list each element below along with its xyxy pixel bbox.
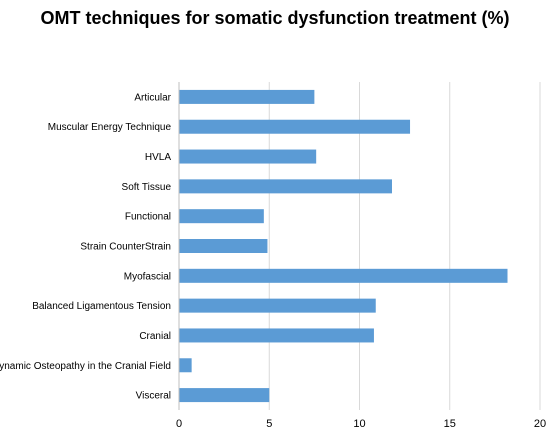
bar bbox=[179, 268, 508, 283]
x-tick-label: 15 bbox=[444, 418, 456, 430]
category-label: Biodynamic Osteopathy in the Cranial Fie… bbox=[0, 361, 171, 372]
chart-title: OMT techniques for somatic dysfunction t… bbox=[40, 8, 510, 28]
category-label: Strain CounterStrain bbox=[80, 242, 171, 253]
category-label: HVLA bbox=[145, 152, 171, 163]
bar bbox=[179, 179, 392, 194]
category-label: Soft Tissue bbox=[122, 182, 172, 193]
category-labels: Articular Muscular Energy Technique HVLA So… bbox=[0, 92, 172, 401]
category-label: Articular bbox=[134, 92, 171, 103]
x-tick-label: 10 bbox=[353, 418, 365, 430]
gridlines bbox=[268, 82, 541, 410]
category-label: Cranial bbox=[139, 331, 171, 342]
x-tick-label: 5 bbox=[266, 418, 272, 430]
bar bbox=[179, 89, 315, 104]
x-tick-labels: 0 5 10 15 20 bbox=[176, 418, 546, 430]
x-tick-label: 0 bbox=[176, 418, 182, 430]
category-label: Balanced Ligamentous Tension bbox=[32, 301, 171, 312]
bar bbox=[179, 239, 268, 253]
bar bbox=[179, 388, 270, 403]
bar bbox=[179, 209, 264, 224]
x-tick-label: 20 bbox=[534, 418, 546, 430]
bars bbox=[179, 89, 508, 403]
bar bbox=[179, 119, 411, 134]
category-label: Visceral bbox=[136, 391, 171, 402]
bar bbox=[179, 298, 376, 313]
bar bbox=[179, 149, 317, 164]
bar bbox=[179, 358, 192, 373]
bar bbox=[179, 328, 374, 343]
category-label: Myofascial bbox=[124, 271, 171, 282]
category-label: Functional bbox=[125, 212, 171, 223]
category-label: Muscular Energy Technique bbox=[48, 122, 172, 133]
